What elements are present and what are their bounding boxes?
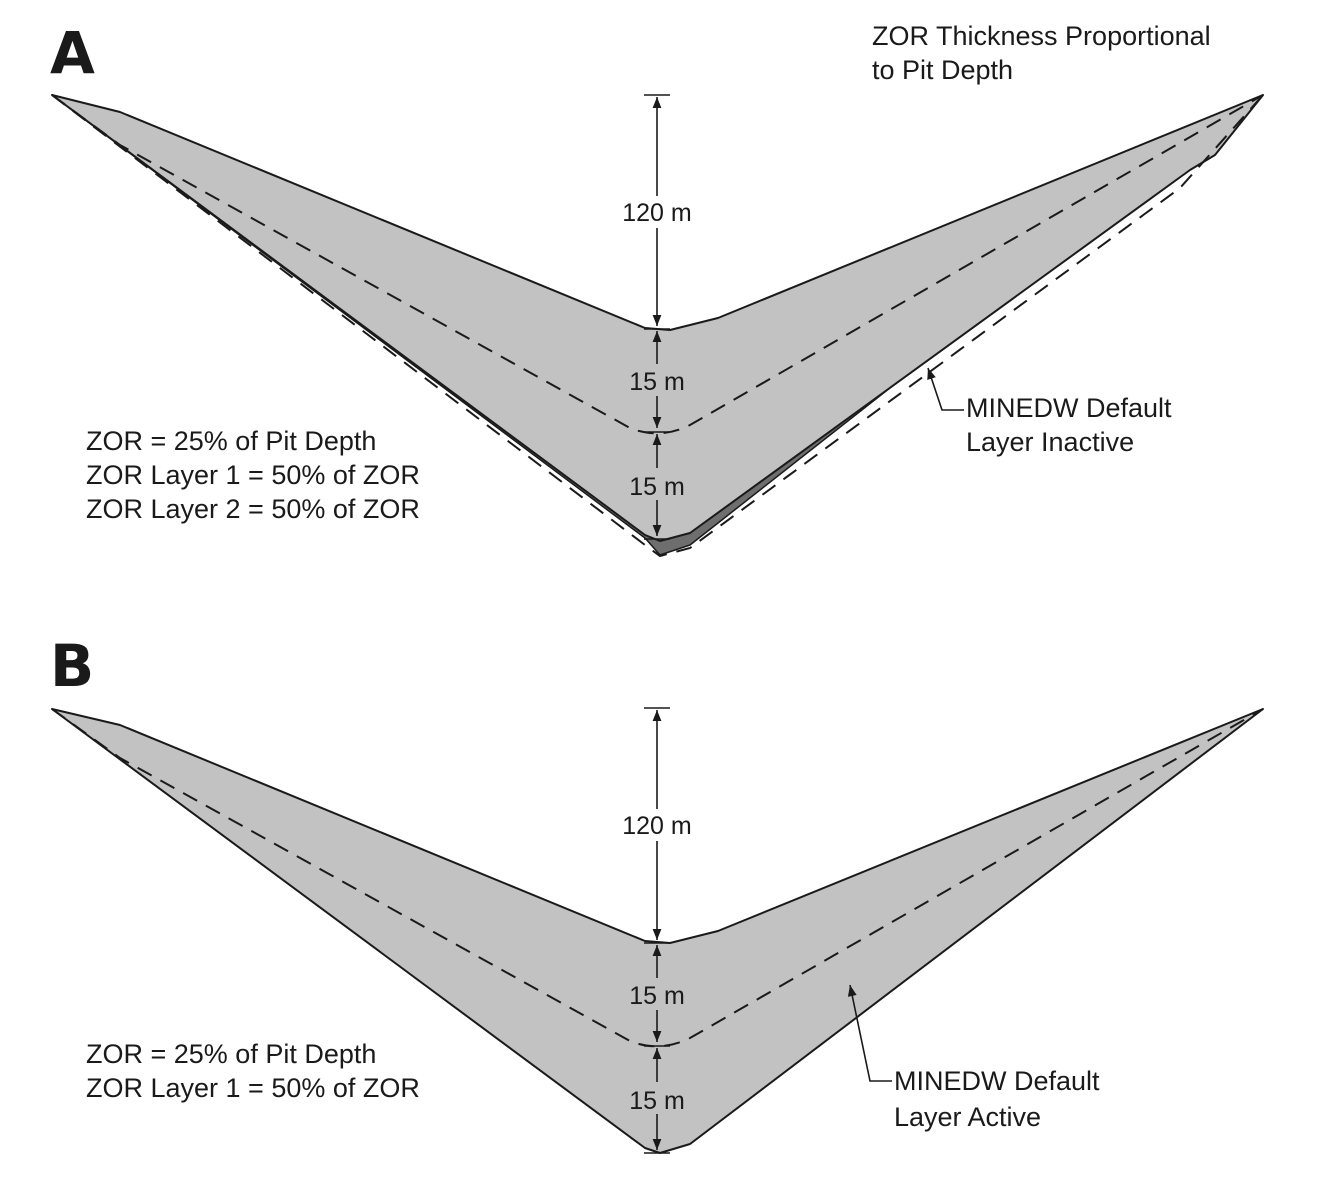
panel-a-callout-line-1: MINEDW Default xyxy=(966,393,1172,423)
panel-b-callout-line-2: Layer Active xyxy=(894,1102,1041,1132)
panel-a-note-2: ZOR Layer 1 = 50% of ZOR xyxy=(86,460,420,490)
panel-b: B 120 m 15 m 15 m ZOR = 25% of Pit Depth… xyxy=(50,632,1264,1154)
panel-a-callout-line-2: Layer Inactive xyxy=(966,427,1134,457)
panel-b-dim-15-lower-label: 15 m xyxy=(629,1087,685,1115)
panel-b-callout-line-1: MINEDW Default xyxy=(894,1066,1100,1096)
panel-b-dim-120-label: 120 m xyxy=(622,812,691,840)
panel-b-note-1: ZOR = 25% of Pit Depth xyxy=(86,1039,376,1069)
panel-b-dim-15-upper-label: 15 m xyxy=(629,982,685,1010)
panel-a-dim-120-label: 120 m xyxy=(622,199,691,227)
panel-a-note-1: ZOR = 25% of Pit Depth xyxy=(86,426,376,456)
panel-b-note-2: ZOR Layer 1 = 50% of ZOR xyxy=(86,1073,420,1103)
panel-b-callout-leader xyxy=(847,984,892,1082)
panel-a: A 120 m 15 m 15 m ZOR = 25% of Pit Depth… xyxy=(50,19,1264,558)
panel-a-letter: A xyxy=(50,19,95,87)
title-line-2: to Pit Depth xyxy=(872,55,1013,85)
panel-a-dim-15-upper-label: 15 m xyxy=(629,368,685,396)
panel-b-letter: B xyxy=(50,632,94,700)
panel-a-note-3: ZOR Layer 2 = 50% of ZOR xyxy=(86,494,420,524)
panel-a-layer-boundary-dash xyxy=(51,94,1264,435)
panel-a-dim-15-lower-label: 15 m xyxy=(629,473,685,501)
title-line-1: ZOR Thickness Proportional xyxy=(872,21,1211,51)
panel-a-callout-leader xyxy=(927,367,964,411)
